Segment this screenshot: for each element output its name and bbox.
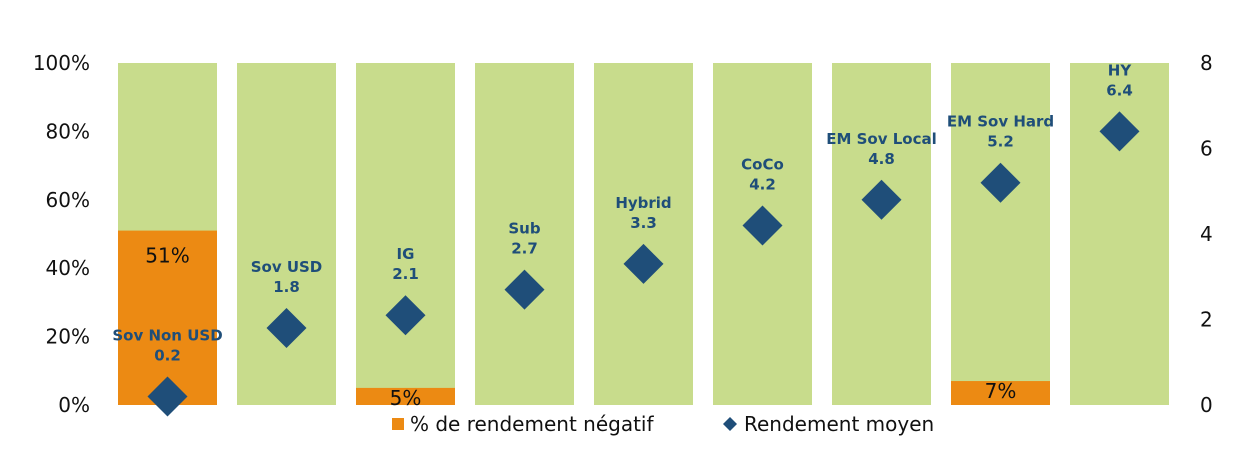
negative-yield-label: 7% bbox=[985, 379, 1017, 403]
average-yield-label: 5.2 bbox=[987, 133, 1014, 151]
left-axis-tick-label: 0% bbox=[58, 393, 90, 417]
category-name-label: HY bbox=[1108, 61, 1133, 79]
average-yield-label: 1.8 bbox=[273, 278, 300, 296]
background-bar bbox=[832, 63, 931, 405]
background-bar bbox=[951, 63, 1050, 405]
category-name-label: IG bbox=[397, 245, 415, 263]
average-yield-label: 2.7 bbox=[511, 240, 538, 258]
legend: % de rendement négatif Rendement moyen bbox=[392, 412, 934, 436]
average-yield-marker bbox=[980, 162, 1021, 203]
average-yield-marker bbox=[742, 205, 783, 246]
right-axis-tick-label: 2 bbox=[1200, 308, 1213, 332]
negative-yield-labels: 51% 5% 7% bbox=[145, 244, 1016, 410]
average-yield-marker bbox=[623, 243, 664, 284]
negative-yield-label: 51% bbox=[145, 244, 189, 268]
negative-yield-bar bbox=[951, 381, 1050, 405]
average-yield-marker bbox=[266, 308, 307, 349]
left-axis-tick-label: 80% bbox=[46, 119, 90, 143]
negative-yield-bar bbox=[118, 230, 217, 405]
category-name-label: Sov Non USD bbox=[112, 326, 222, 344]
left-axis-tick-label: 60% bbox=[46, 188, 90, 212]
average-yield-label: 0.2 bbox=[154, 346, 181, 364]
right-axis-tick-label: 4 bbox=[1200, 222, 1213, 246]
average-yield-label: 4.8 bbox=[868, 150, 895, 168]
right-axis-tick-label: 6 bbox=[1200, 137, 1213, 161]
legend-label-average: Rendement moyen bbox=[744, 412, 934, 436]
average-yield-marker bbox=[385, 295, 426, 336]
category-name-label: Sub bbox=[508, 220, 540, 238]
legend-swatch-negative bbox=[392, 418, 404, 430]
right-axis: 0 2 4 6 8 bbox=[1200, 51, 1213, 417]
background-bar bbox=[237, 63, 336, 405]
left-axis-tick-label: 100% bbox=[33, 51, 90, 75]
left-axis-tick-label: 20% bbox=[46, 325, 90, 349]
category-labels: Sov Non USD 0.2 Sov USD 1.8 IG 2.1 Sub 2.7 Hybri… bbox=[112, 61, 1132, 364]
background-bar bbox=[475, 63, 574, 405]
category-name-label: EM Sov Hard bbox=[947, 113, 1054, 131]
category-name-label: CoCo bbox=[741, 155, 784, 173]
average-yield-marker bbox=[1099, 111, 1140, 152]
negative-yield-bars bbox=[118, 230, 1050, 405]
negative-yield-label: 5% bbox=[390, 386, 422, 410]
legend-label-negative: % de rendement négatif bbox=[410, 412, 654, 436]
average-yield-label: 6.4 bbox=[1106, 81, 1133, 99]
average-yield-marker bbox=[147, 376, 188, 417]
background-bars bbox=[118, 63, 1169, 405]
average-yield-label: 4.2 bbox=[749, 175, 776, 193]
category-name-label: Sov USD bbox=[251, 258, 323, 276]
average-yield-markers bbox=[147, 111, 1140, 417]
category-name-label: EM Sov Local bbox=[826, 130, 937, 148]
category-name-label: Hybrid bbox=[615, 194, 671, 212]
average-yield-label: 2.1 bbox=[392, 265, 419, 283]
left-axis: 0% 20% 40% 60% 80% 100% bbox=[33, 51, 90, 417]
left-axis-tick-label: 40% bbox=[46, 256, 90, 280]
average-yield-marker bbox=[504, 269, 545, 310]
legend-diamond-icon bbox=[723, 417, 737, 431]
average-yield-label: 3.3 bbox=[630, 214, 657, 232]
negative-yield-bar bbox=[356, 387, 455, 405]
background-bar bbox=[594, 63, 693, 405]
right-axis-tick-label: 8 bbox=[1200, 51, 1213, 75]
background-bar bbox=[356, 63, 455, 405]
right-axis-tick-label: 0 bbox=[1200, 393, 1213, 417]
average-yield-marker bbox=[861, 179, 902, 220]
